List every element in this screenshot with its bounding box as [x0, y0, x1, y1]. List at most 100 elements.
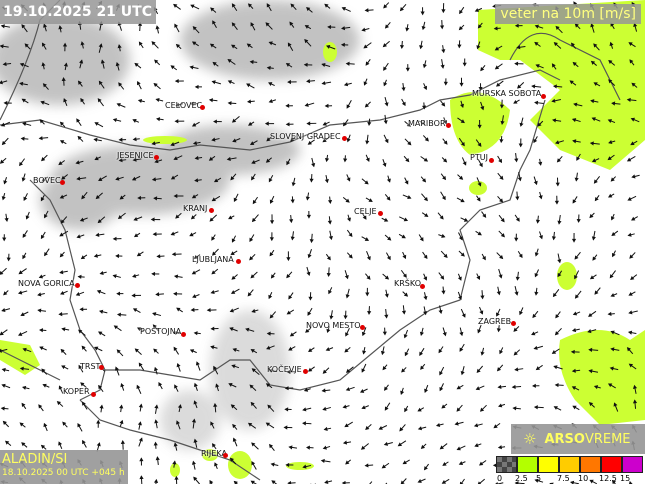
wind-arrow-head	[571, 386, 577, 390]
wind-arrow-head	[24, 43, 29, 48]
wind-arrow-head	[322, 121, 327, 126]
wind-arrow-head	[150, 217, 155, 222]
wind-arrow-head	[132, 157, 137, 162]
wind-arrow-head	[60, 348, 65, 354]
city-marker	[360, 325, 365, 330]
wind-arrow-head	[153, 82, 158, 88]
wind-arrow-head	[305, 328, 310, 333]
wind-arrow-head	[341, 7, 346, 11]
wind-arrow-head	[21, 177, 26, 182]
wind-arrow-head	[343, 158, 348, 163]
wind-arrow-head	[285, 122, 290, 127]
wind-arrow-head	[613, 402, 618, 407]
wind-arrow-head	[627, 196, 632, 201]
wind-arrow-head	[231, 118, 237, 123]
city-marker	[60, 180, 65, 185]
wind-arrow-head	[555, 182, 560, 187]
wind-arrow-head	[482, 256, 486, 261]
wind-arrow-head	[368, 198, 373, 202]
wind-arrow-head	[265, 383, 271, 388]
wind-arrow-head	[363, 44, 368, 49]
city-marker	[181, 332, 186, 337]
wind-arrow-head	[306, 7, 311, 12]
wind-arrow-head	[593, 179, 598, 184]
wind-arrow-head	[387, 236, 392, 241]
wind-arrow-head	[384, 275, 390, 280]
wind-arrow-head	[611, 232, 616, 237]
wind-arrow-head	[267, 404, 272, 409]
wind-arrow-head	[346, 138, 351, 143]
wind-arrow-head	[58, 441, 63, 446]
wind-arrow-head	[19, 161, 24, 167]
wind-arrow-head	[535, 64, 540, 69]
wind-arrow-head	[397, 442, 403, 447]
wind-arrow-head	[480, 67, 485, 72]
model-name: ALADIN/SI	[2, 452, 68, 467]
valid-time-label: 19.10.2025 21 UTC	[0, 0, 156, 24]
wind-arrow-head	[61, 365, 66, 370]
wind-arrow-head	[41, 157, 46, 162]
wind-arrow-head	[554, 382, 559, 388]
wind-arrow-head	[173, 3, 178, 8]
wind-arrow-head	[401, 101, 406, 107]
wind-arrow-head	[513, 351, 518, 356]
wind-arrow-head	[607, 311, 612, 317]
wind-arrow-head	[440, 64, 445, 69]
wind-arrow-head	[269, 220, 275, 225]
wind-arrow-head	[456, 446, 461, 451]
wind-arrow-head	[170, 142, 175, 147]
wind-arrow-head	[41, 62, 46, 67]
wind-arrow-head	[384, 293, 389, 298]
wind-arrow-head	[81, 401, 86, 406]
wind-arrow-head	[156, 254, 161, 259]
wind-arrow-head	[79, 307, 84, 312]
wind-arrow-head	[514, 158, 519, 163]
wind-arrow-head	[326, 44, 331, 49]
wind-arrow-head	[115, 62, 120, 67]
wind-arrow-head	[0, 331, 4, 336]
wind-arrow-head	[515, 276, 520, 281]
wind-arrow-head	[250, 141, 255, 145]
wind-arrow-head	[42, 83, 47, 88]
wind-arrow-head	[630, 276, 635, 281]
wind-arrow-head	[137, 327, 142, 332]
wind-arrow-head	[627, 232, 632, 237]
wind-arrow-head	[311, 163, 316, 168]
wind-arrow-head	[553, 42, 558, 47]
wind-arrow-head	[441, 479, 447, 484]
wind-arrow-head	[227, 80, 233, 85]
legend-swatch	[601, 456, 622, 473]
wind-arrow-head	[519, 310, 523, 316]
wind-arrow-head	[286, 274, 291, 279]
wind-arrow-head	[628, 42, 633, 47]
wind-arrow-head	[594, 196, 599, 202]
wind-arrow-head	[439, 215, 444, 220]
wind-arrow-head	[250, 349, 255, 353]
wind-arrow-head	[176, 420, 180, 425]
wind-arrow-head	[60, 290, 65, 295]
wind-arrow-head	[63, 98, 68, 103]
wind-arrow-head	[572, 311, 578, 316]
wind-arrow-head	[361, 405, 366, 410]
wind-arrow-head	[44, 251, 48, 257]
wind-arrow-head	[441, 404, 446, 409]
wind-arrow-head	[532, 383, 536, 388]
wind-arrow-head	[572, 61, 577, 66]
wind-arrow-head	[383, 66, 387, 71]
wind-arrow-head	[173, 291, 177, 296]
wind-arrow-head	[610, 177, 615, 182]
legend-tick-label: 10	[578, 474, 589, 483]
wind-arrow-head	[462, 161, 467, 166]
wind-arrow-head	[93, 137, 98, 142]
wind-arrow-head	[420, 11, 425, 16]
wind-arrow-head	[607, 383, 613, 388]
wind-arrow-head	[247, 292, 252, 297]
wind-arrow-head	[211, 236, 216, 241]
wind-arrow-head	[173, 274, 179, 279]
wind-arrow-head	[441, 49, 446, 54]
wind-arrow-head	[626, 347, 631, 352]
wind-arrow-head	[248, 121, 253, 126]
wind-arrow-head	[249, 384, 254, 389]
wind-arrow-head	[456, 407, 461, 412]
wind-arrow-head	[456, 385, 461, 390]
